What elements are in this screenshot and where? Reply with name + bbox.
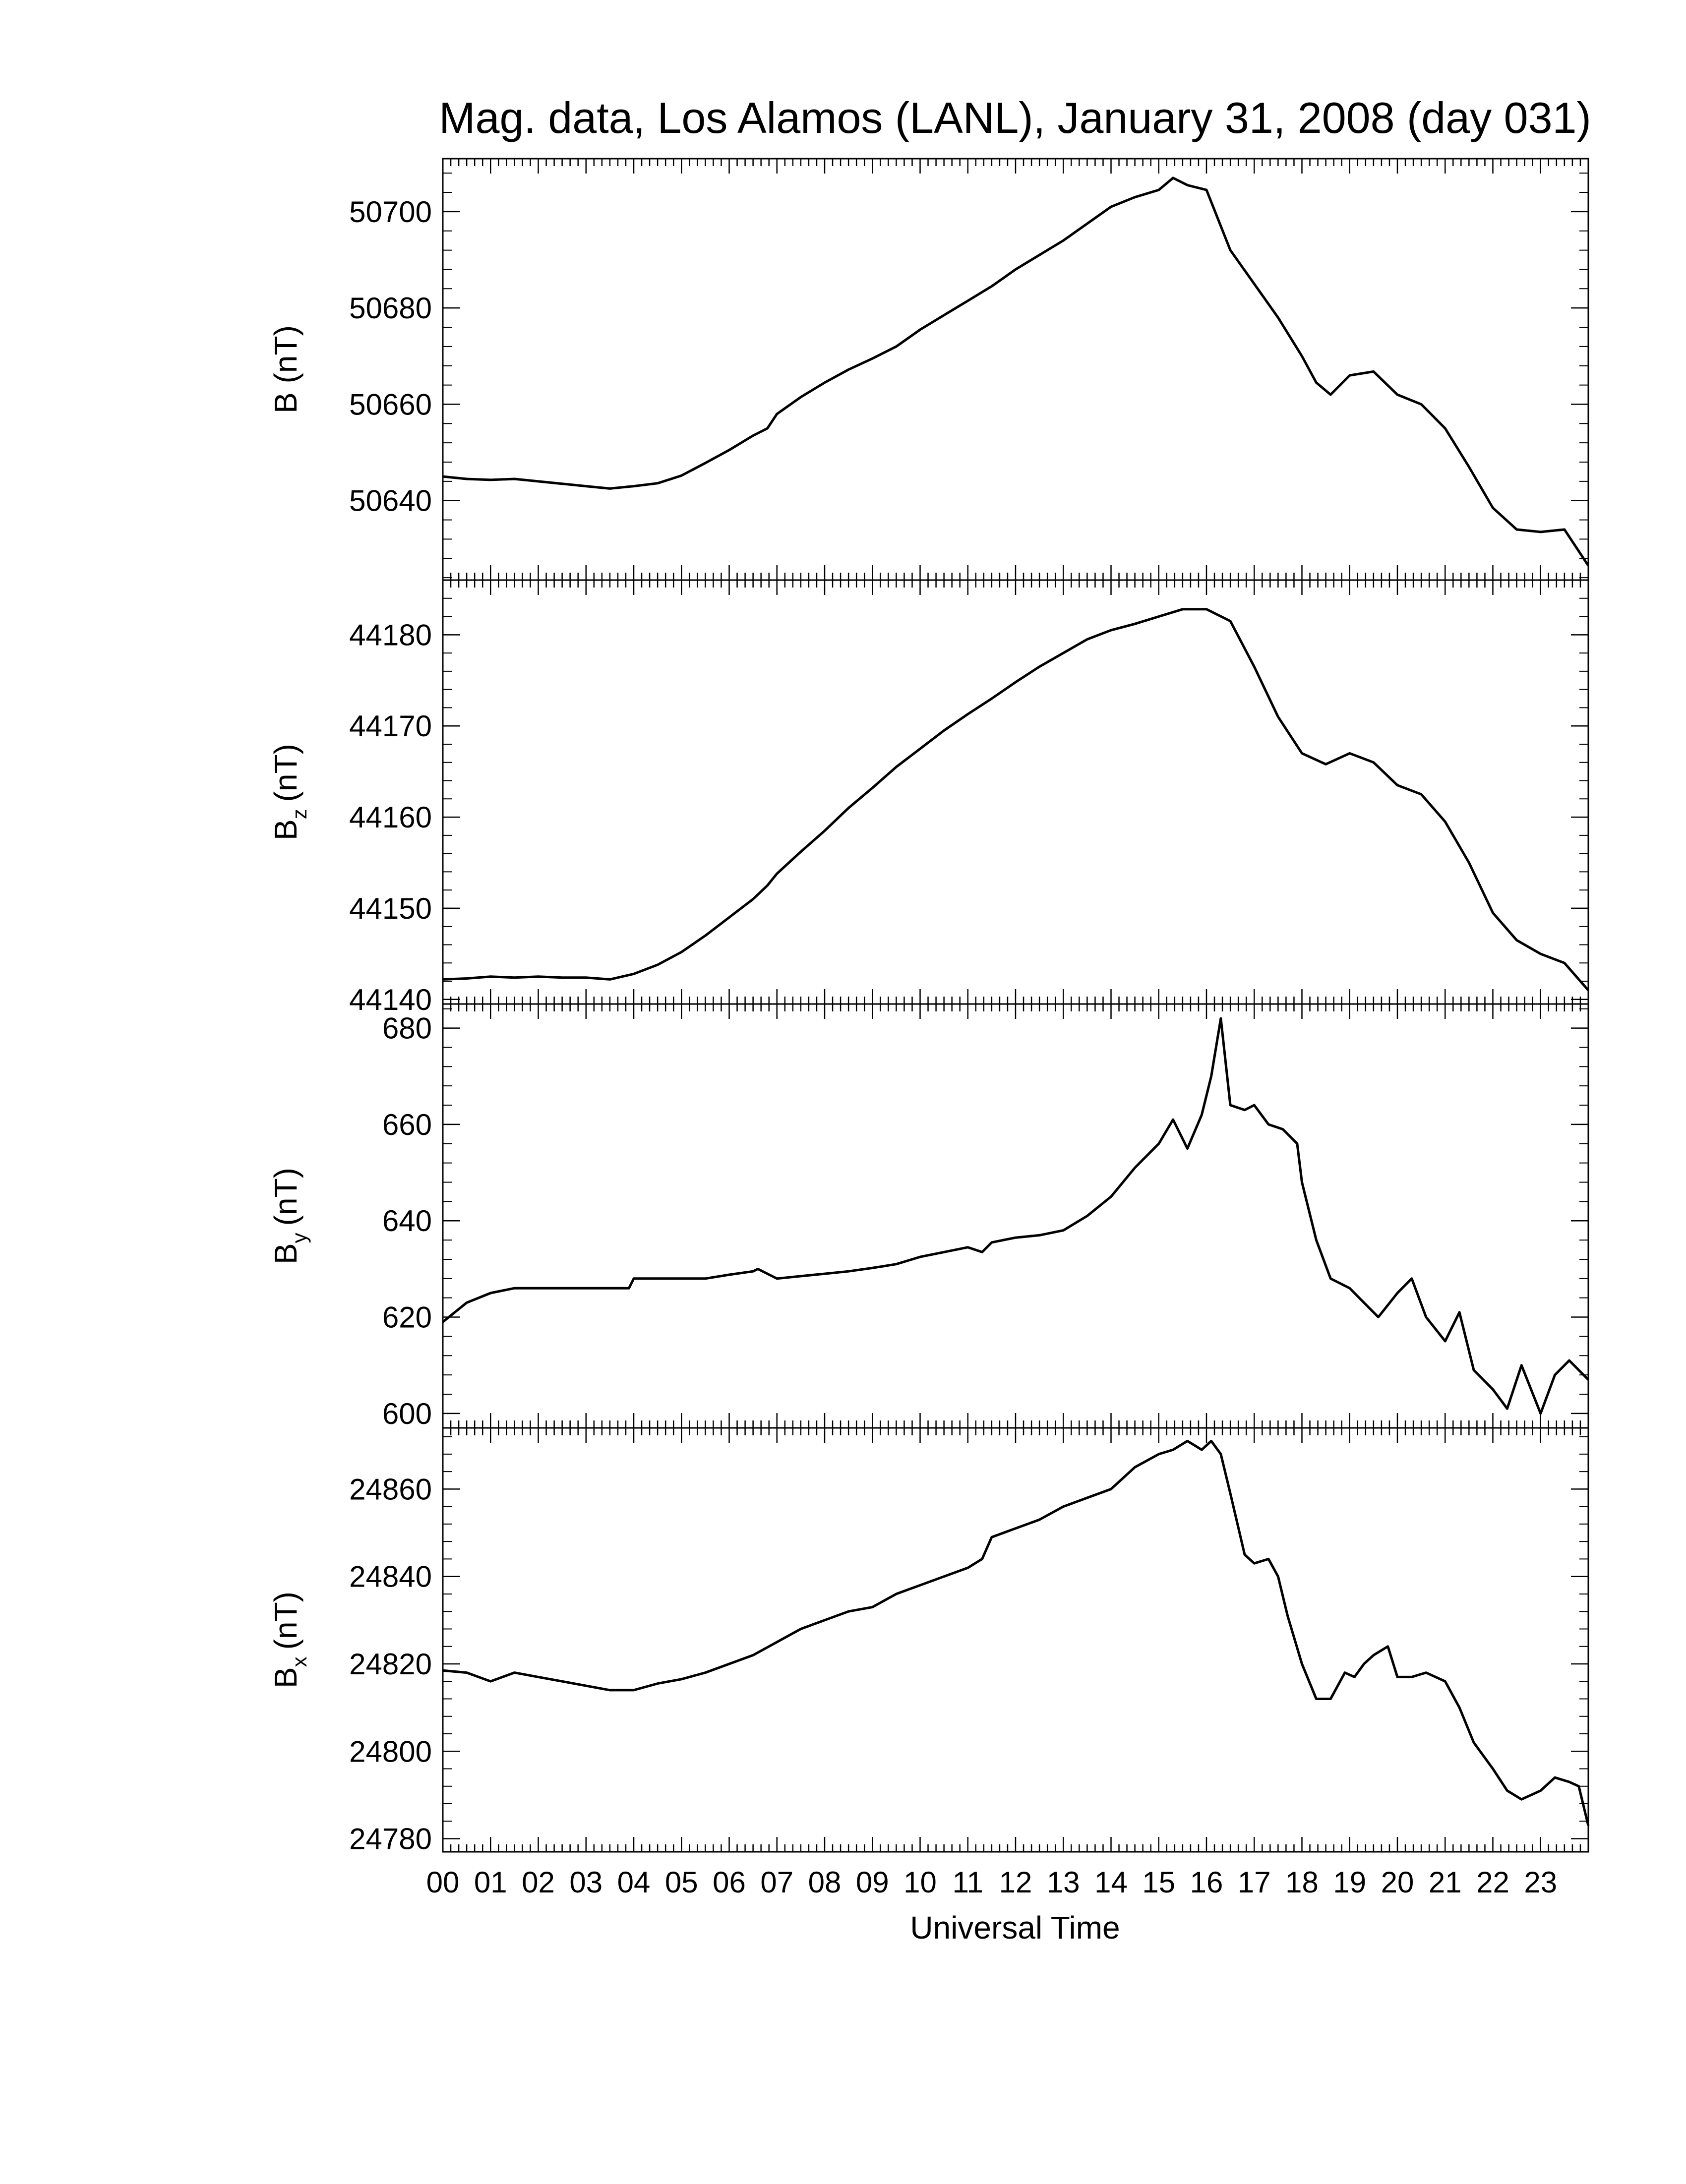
y-tick-label: 660: [382, 1108, 432, 1141]
y-label-subscript: y: [288, 1233, 311, 1243]
x-tick-label: 08: [808, 1866, 842, 1899]
y-label-unit: (nT): [268, 1592, 303, 1650]
x-tick-label: 05: [665, 1866, 698, 1899]
panel-2: 44140 44150 44160 44170 44180 Bz (nT): [268, 579, 1589, 1016]
panel-3: 600 620 640 660 680 By (nT): [268, 1003, 1589, 1430]
series-line: [442, 1017, 1589, 1415]
x-tick-label: 04: [617, 1866, 651, 1899]
plot-frame: [442, 1003, 1589, 1429]
y-label-subscript: x: [288, 1656, 311, 1667]
y-tick-label: 50660: [349, 388, 432, 421]
y-label-symbol: B: [268, 819, 303, 840]
y-tick-label: 44140: [349, 983, 432, 1016]
y-tick-label: 620: [382, 1301, 432, 1334]
x-tick-label: 19: [1333, 1866, 1366, 1899]
panel-4: 24780 24800 24820 24840 24860 Bx (nT) 00 01 02 03 0…: [268, 1427, 1590, 1899]
x-tick-label: 12: [999, 1866, 1032, 1899]
y-tick-label: 680: [382, 1012, 432, 1045]
y-tick-label: 44160: [349, 801, 432, 834]
y-label-unit: (nT): [268, 1168, 303, 1226]
y-label-symbol: B: [268, 1243, 303, 1264]
x-tick-label: 02: [522, 1866, 555, 1899]
x-tick-label: 00: [426, 1866, 460, 1899]
x-tick-label: 09: [856, 1866, 889, 1899]
y-tick-label: 600: [382, 1397, 432, 1430]
x-tick-label: 07: [760, 1866, 793, 1899]
y-tick-label: 24780: [349, 1823, 432, 1856]
series-line: [442, 177, 1590, 567]
y-tick-label: 50680: [349, 292, 432, 325]
series-line: [442, 1439, 1590, 1826]
x-tick-label: 14: [1094, 1866, 1128, 1899]
x-tick-label: 01: [474, 1866, 507, 1899]
x-tick-label: 16: [1190, 1866, 1223, 1899]
x-tick-label: 11: [953, 1866, 983, 1899]
x-tick-label: 10: [903, 1866, 937, 1899]
y-label-symbol: B: [268, 1667, 303, 1688]
x-tick-label: 06: [713, 1866, 746, 1899]
x-tick-label: 18: [1285, 1866, 1319, 1899]
figure-title: Mag. data, Los Alamos (LANL), January 31…: [439, 93, 1591, 142]
y-tick-label: 24860: [349, 1473, 432, 1506]
y-tick-label: 44180: [349, 618, 432, 651]
x-tick-label: 15: [1142, 1866, 1175, 1899]
x-tick-label: 03: [569, 1866, 602, 1899]
x-tick-label: 17: [1238, 1866, 1271, 1899]
y-tick-label: 640: [382, 1204, 432, 1238]
x-tick-label: 21: [1429, 1866, 1462, 1899]
plot-frame: [442, 158, 1589, 581]
x-axis-label: Universal Time: [910, 1910, 1120, 1946]
y-tick-label: 24820: [349, 1648, 432, 1681]
plot-frame: [442, 1427, 1589, 1853]
y-tick-label: 50700: [349, 195, 432, 229]
y-axis-label: By (nT): [268, 1168, 311, 1264]
x-tick-label: 13: [1047, 1866, 1080, 1899]
panels-group: 50640 50660 50680 50700 B (nT) 44140 44150 4416…: [268, 158, 1590, 1899]
y-label-unit: (nT): [268, 744, 303, 802]
panel-1: 50640 50660 50680 50700 B (nT): [268, 158, 1590, 581]
y-tick-label: 50640: [349, 484, 432, 518]
x-tick-label: 22: [1476, 1866, 1509, 1899]
x-tick-label: 20: [1381, 1866, 1414, 1899]
y-axis-label: Bz (nT): [268, 744, 311, 840]
y-axis-label: B (nT): [268, 325, 303, 413]
y-tick-label: 24840: [349, 1560, 432, 1594]
series-line: [442, 608, 1589, 992]
x-tick-label: 23: [1524, 1866, 1557, 1899]
y-tick-label: 44170: [349, 709, 432, 743]
y-tick-label: 24800: [349, 1735, 432, 1768]
y-label-subscript: z: [288, 809, 311, 819]
y-tick-label: 44150: [349, 892, 432, 925]
y-axis-label: Bx (nT): [268, 1592, 311, 1688]
